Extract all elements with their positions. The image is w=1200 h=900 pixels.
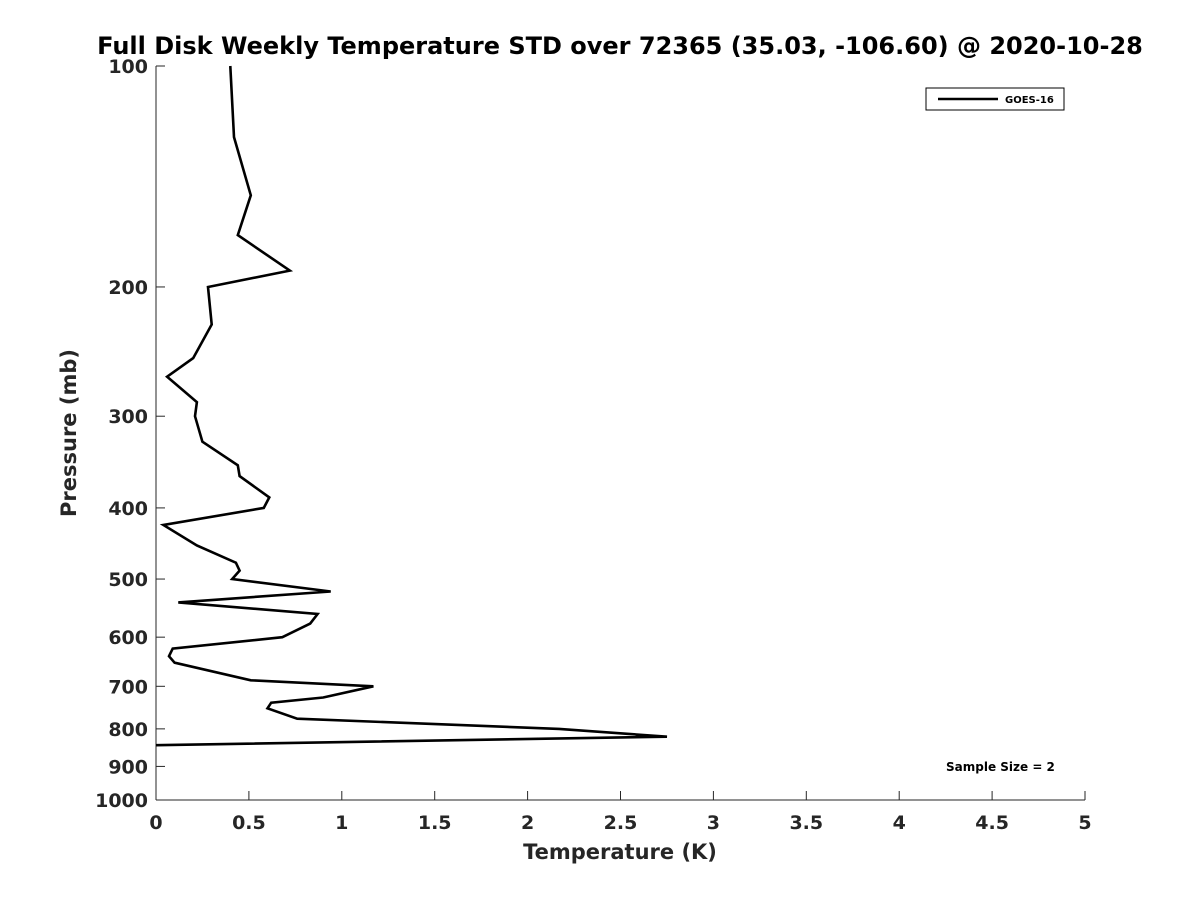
x-tick-label: 4	[893, 812, 906, 834]
y-tick-label: 100	[108, 56, 148, 78]
y-tick-label: 700	[108, 676, 148, 698]
y-tick-label: 300	[108, 406, 148, 428]
legend-label-goes-16: GOES-16	[1005, 95, 1054, 106]
x-tick-label: 0.5	[232, 812, 266, 834]
x-tick-label: 5	[1078, 812, 1091, 834]
x-tick-label: 3	[707, 812, 720, 834]
y-tick-label: 900	[108, 756, 148, 778]
x-tick-label: 2.5	[604, 812, 638, 834]
sample-size-annotation: Sample Size = 2	[946, 760, 1055, 774]
plot-area	[156, 66, 1085, 800]
y-axis-label: Pressure (mb)	[57, 349, 81, 517]
y-tick-label: 600	[108, 627, 148, 649]
x-tick-label: 0	[149, 812, 162, 834]
chart-title: Full Disk Weekly Temperature STD over 72…	[97, 32, 1143, 60]
x-tick-label: 2	[521, 812, 534, 834]
series-line-goes-16	[155, 65, 668, 747]
y-tick-label: 200	[108, 277, 148, 299]
legend: GOES-16	[925, 87, 1065, 111]
x-tick-label: 4.5	[975, 812, 1009, 834]
x-axis-label: Temperature (K)	[523, 840, 717, 864]
y-tick-label: 1000	[95, 790, 148, 812]
y-tick-label: 400	[108, 498, 148, 520]
x-tick-label: 1	[335, 812, 348, 834]
y-tick-label: 500	[108, 569, 148, 591]
axes: 0 0.5 1 1.5 2 2.5 3 3.5 4 4.5 5 100 200 300 400 500 600 7…	[95, 56, 1092, 834]
y-tick-label: 800	[108, 719, 148, 741]
x-tick-label: 1.5	[418, 812, 452, 834]
x-tick-label: 3.5	[789, 812, 823, 834]
